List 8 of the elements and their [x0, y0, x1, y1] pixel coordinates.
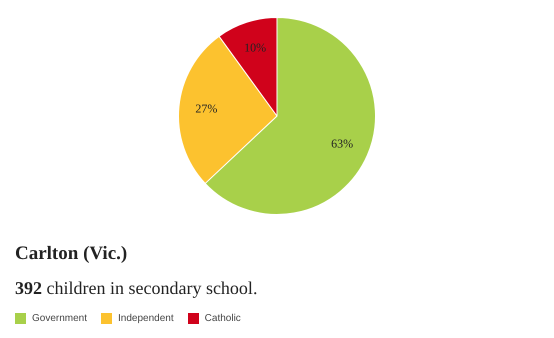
legend-label: Independent	[118, 313, 174, 324]
text: 392 children in secondary school.	[15, 278, 258, 299]
legend-label: Catholic	[204, 313, 241, 324]
data-label: 10%	[244, 40, 266, 55]
data-label: 63%	[331, 136, 354, 150]
text: Carlton (Vic.)	[15, 243, 128, 265]
data-label: 27%	[195, 101, 218, 116]
legend-label: Government	[32, 313, 88, 324]
